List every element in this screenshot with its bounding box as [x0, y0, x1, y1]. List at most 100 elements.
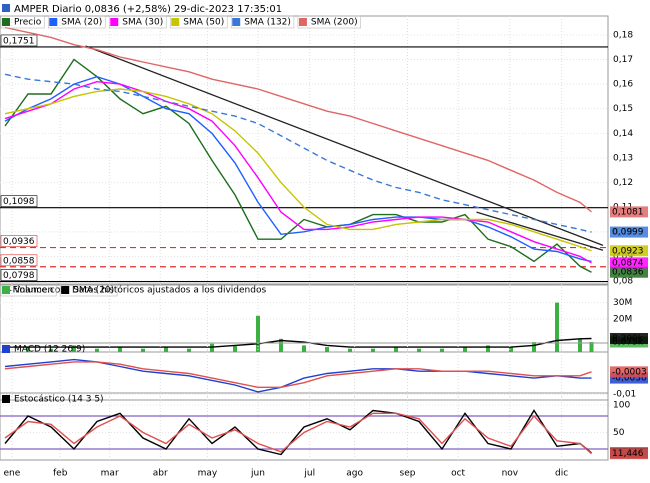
y-tick-label: 0,14	[613, 129, 633, 139]
x-tick-label: ene	[4, 469, 21, 479]
y-tick-label: 0,18	[613, 30, 633, 40]
x-tick-label: sep	[400, 469, 416, 479]
volume-bar	[210, 343, 214, 352]
volume-bar	[279, 338, 283, 352]
legend-box	[230, 15, 295, 29]
h-line-label-box	[0, 34, 38, 47]
h-line-label: 0,1751	[3, 36, 35, 46]
x-tick-label: oct	[451, 469, 465, 479]
volume-bar	[325, 347, 329, 352]
series-line	[4, 58, 592, 273]
h-line-label-box	[0, 254, 38, 267]
legend-label: SMA (200)	[311, 18, 358, 28]
legend-swatch	[2, 345, 10, 353]
y-tick-label: 0,09	[613, 252, 633, 262]
title-icon	[2, 4, 10, 12]
volume-bar	[26, 347, 30, 352]
h-line-label-box	[0, 195, 38, 208]
legend-label: SMA (20)	[73, 286, 114, 296]
series-line	[4, 26, 592, 213]
y-tick-label: 30M	[613, 298, 632, 308]
last-value-box	[610, 266, 648, 278]
legend-label: MACD (12 26 9)	[14, 345, 85, 355]
series-line	[4, 88, 592, 252]
volume-bar	[95, 348, 99, 352]
y-tick-label: 100	[613, 401, 630, 411]
last-value-box	[610, 245, 648, 257]
legend-box	[59, 283, 118, 297]
last-value-label: -0,0003	[612, 367, 647, 377]
legend-label: Volumen	[14, 286, 53, 296]
volume-bar	[256, 315, 260, 352]
h-line-label-box	[0, 235, 38, 247]
x-tick-label: dic	[555, 469, 568, 479]
y-tick-label: 0,15	[613, 104, 633, 114]
h-line-label-box	[0, 269, 38, 281]
legend-swatch	[2, 286, 10, 294]
last-value-label: 11,446	[612, 449, 644, 459]
volume-bar	[555, 302, 559, 352]
h-line-label: 0,0936	[3, 237, 35, 247]
x-tick-label: jul	[303, 469, 315, 479]
legend-swatch	[49, 18, 58, 26]
panel-frame	[0, 342, 609, 401]
legend-box	[0, 15, 45, 29]
volume-bar	[348, 348, 352, 352]
volume-bar	[302, 345, 306, 352]
series-line	[4, 80, 592, 264]
volume-bar	[532, 342, 536, 352]
h-line-label: 0,0858	[3, 256, 35, 266]
last-value-label: 0,0923	[612, 246, 644, 256]
legend-swatch	[61, 286, 70, 294]
trend-line	[85, 45, 604, 246]
series-line	[4, 412, 592, 455]
volume-bar	[417, 348, 421, 352]
volume-bar	[371, 348, 375, 352]
last-value-box	[610, 226, 648, 238]
volume-bar	[187, 348, 191, 352]
legend-box	[297, 15, 361, 29]
legend-label: SMA (20)	[61, 18, 102, 28]
last-value-label: 0,1081	[612, 207, 644, 217]
volume-bar	[463, 347, 467, 352]
last-value-label: 0,0999	[612, 228, 644, 238]
legend-label: SMA (30)	[122, 18, 163, 28]
x-tick-label: abr	[153, 469, 168, 479]
x-tick-label: ago	[346, 469, 363, 479]
legend-label: Precio	[14, 18, 42, 28]
y-tick-label: -0,01	[613, 390, 636, 400]
x-tick-label: nov	[502, 469, 519, 479]
legend-swatch	[171, 18, 180, 26]
y-tick-label: 20M	[613, 315, 632, 325]
h-line-label: 0,1098	[3, 197, 35, 207]
volume-bar	[589, 341, 594, 352]
volume-bar	[164, 347, 168, 352]
legend-label: Estocástico (14 3 5)	[14, 395, 104, 405]
x-tick-label: jun	[250, 469, 265, 479]
chart-title: AMPER Diario 0,0836 (+2,58%) 29-dic-2023…	[14, 4, 282, 15]
y-tick-label: 0,17	[613, 55, 633, 65]
last-value-box	[610, 448, 648, 460]
legend-label: SMA (50)	[183, 18, 224, 28]
x-tick-label: feb	[53, 469, 68, 479]
series-line	[4, 358, 592, 393]
legend-swatch	[2, 18, 10, 26]
x-tick-label: may	[198, 469, 218, 479]
series-line	[4, 409, 592, 456]
volume-bar	[578, 338, 582, 352]
last-value-label: 8,200k	[612, 334, 644, 344]
legend-box	[169, 15, 228, 29]
legend-swatch	[298, 18, 307, 26]
volume-bar	[141, 348, 145, 352]
y-tick-label: 0,16	[613, 80, 633, 90]
volume-bar	[394, 347, 398, 352]
legend-box	[47, 15, 106, 29]
y-tick-label: 0,08	[613, 277, 633, 287]
last-value-box	[610, 332, 648, 344]
volume-bar	[72, 345, 76, 352]
volume-bar	[509, 347, 513, 352]
series-line	[5, 337, 592, 348]
series-line	[4, 361, 592, 388]
y-tick-label: 0,12	[613, 178, 633, 188]
